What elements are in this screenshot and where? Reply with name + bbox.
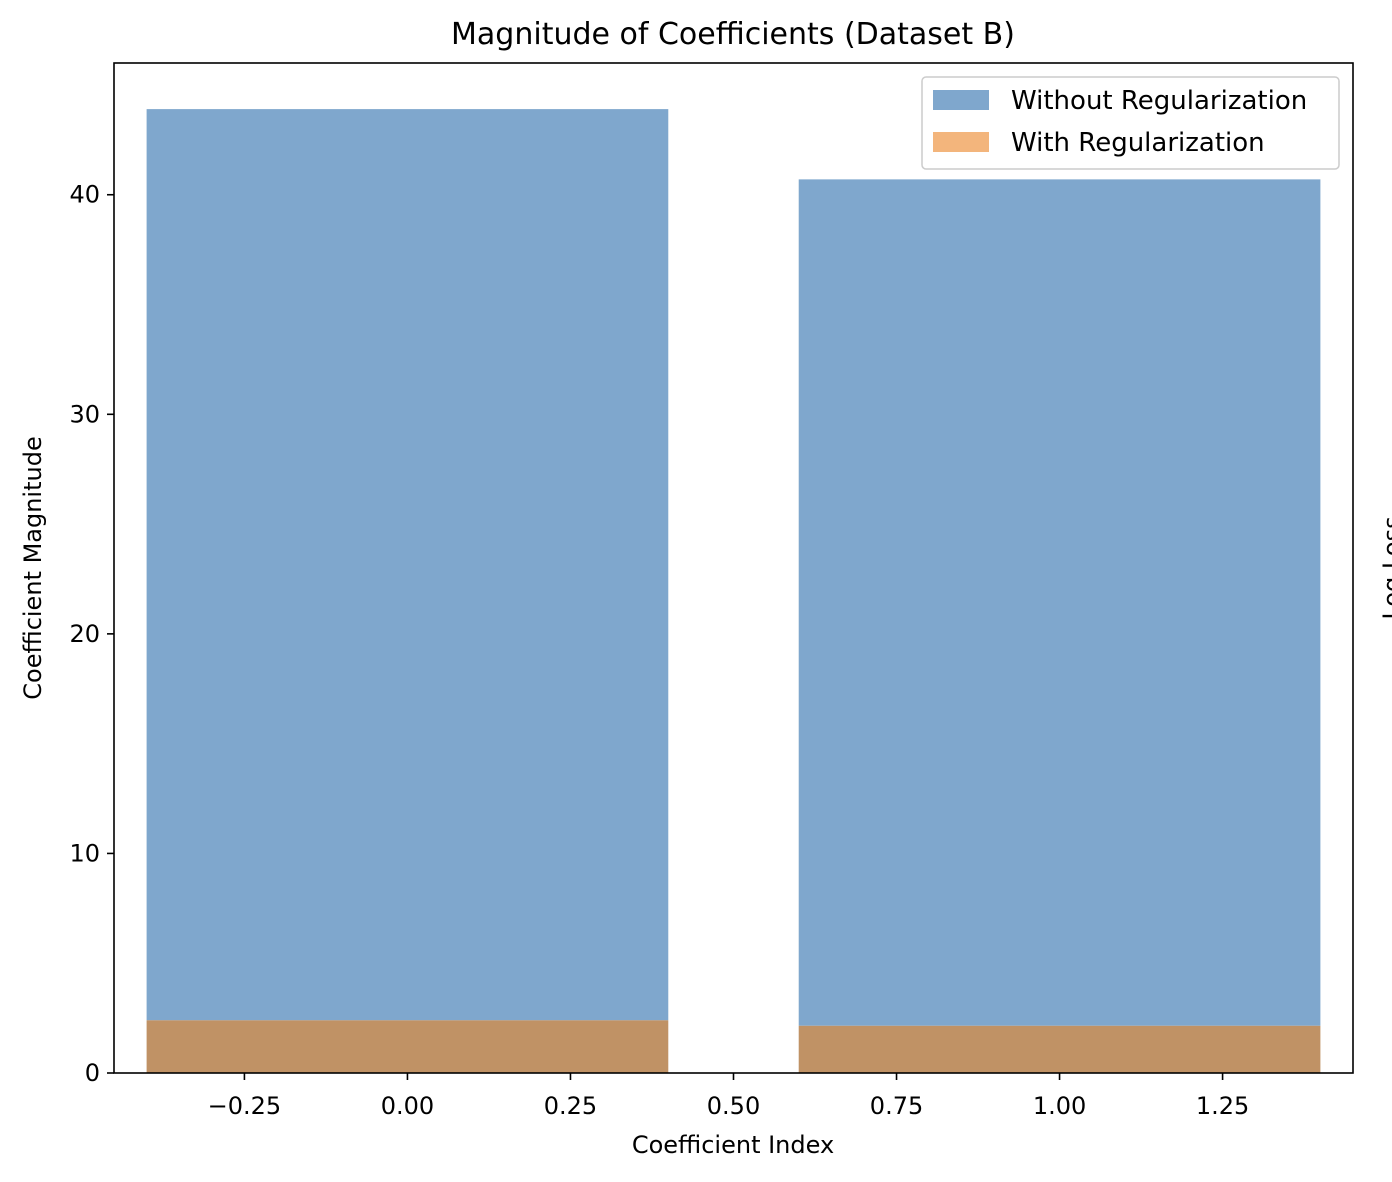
x-tick-label: 0.25 — [544, 1092, 597, 1120]
legend-swatch-without-regularization — [933, 90, 989, 110]
x-tick-label: 0.00 — [381, 1092, 434, 1120]
x-tick-label: −0.25 — [208, 1092, 282, 1120]
bar-with-regularization-0 — [146, 1020, 669, 1073]
legend: Without Regularization With Regularizati… — [921, 76, 1340, 170]
secondary-y-axis-label: Log Loss — [1378, 516, 1392, 619]
x-tick-label: 0.75 — [870, 1092, 923, 1120]
y-axis-ticks: 0 10 20 30 40 — [69, 181, 114, 1087]
legend-box — [921, 76, 1340, 170]
legend-label-without-regularization: Without Regularization — [1011, 86, 1307, 116]
y-tick-label: 30 — [69, 400, 100, 428]
chart-title: Magnitude of Coefficients (Dataset B) — [451, 17, 1015, 52]
y-tick-label: 40 — [69, 181, 100, 209]
y-tick-label: 20 — [69, 620, 100, 648]
bar-with-regularization-1 — [798, 1025, 1321, 1073]
y-tick-label: 0 — [85, 1059, 100, 1087]
bar-without-regularization-1 — [798, 179, 1321, 1026]
bars-layer — [146, 109, 1321, 1073]
bar-without-regularization-0 — [146, 109, 669, 1021]
x-tick-label: 1.00 — [1033, 1092, 1086, 1120]
x-axis-label: Coefficient Index — [632, 1131, 834, 1159]
y-axis-label: Coefficient Magnitude — [19, 436, 47, 699]
y-tick-label: 10 — [69, 839, 100, 867]
x-tick-label: 1.25 — [1196, 1092, 1249, 1120]
x-tick-label: 0.50 — [707, 1092, 760, 1120]
legend-swatch-with-regularization — [933, 132, 989, 152]
legend-label-with-regularization: With Regularization — [1011, 128, 1265, 158]
x-axis-ticks: −0.25 0.00 0.25 0.50 0.75 1.00 1.25 — [208, 1073, 1249, 1120]
